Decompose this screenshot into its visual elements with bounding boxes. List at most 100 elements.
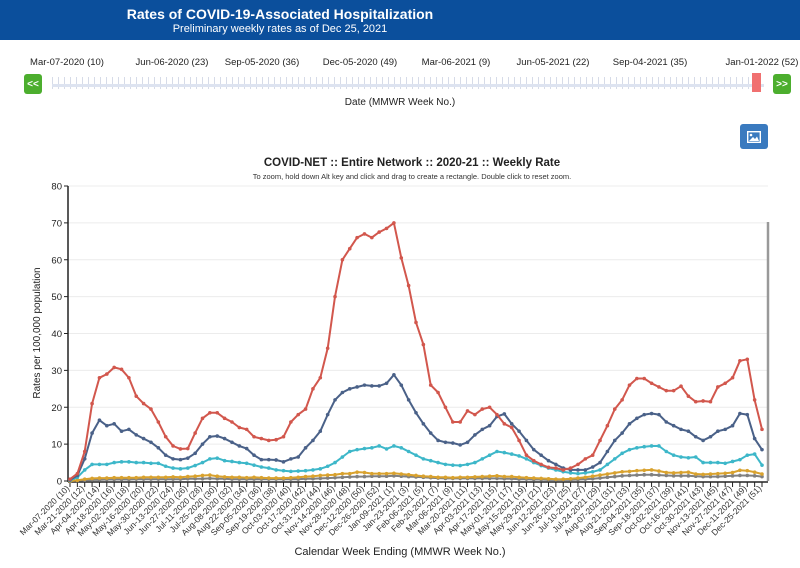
data-point (318, 375, 323, 380)
data-point (708, 460, 713, 465)
data-point (208, 457, 212, 461)
data-point (230, 459, 234, 464)
data-point (480, 474, 485, 479)
data-point (230, 420, 234, 424)
data-point (266, 476, 271, 480)
download-image-button[interactable] (740, 124, 768, 149)
data-point (171, 457, 175, 461)
data-point (347, 246, 352, 251)
next-button[interactable]: >> (773, 74, 791, 94)
data-point (384, 474, 389, 479)
data-point (686, 394, 691, 398)
data-point (730, 375, 735, 380)
data-point (458, 420, 462, 424)
data-point (222, 458, 227, 463)
data-point (193, 431, 197, 435)
x-tick-label: Sep-18-2021 (37) (606, 483, 660, 537)
data-point (465, 476, 470, 481)
data-point (105, 477, 109, 482)
data-point (384, 381, 389, 386)
data-point (252, 453, 256, 457)
data-point (185, 474, 190, 479)
data-point (134, 394, 139, 398)
data-point (200, 442, 205, 446)
data-point (355, 385, 359, 389)
data-point (303, 468, 308, 473)
data-point (266, 466, 271, 470)
x-tick-label: Dec-12-2020 (50) (312, 483, 366, 537)
data-point (649, 472, 654, 477)
slider-axis-label: Date (MMWR Week No.) (344, 97, 456, 108)
data-point (642, 472, 647, 477)
x-tick-label: Jul-24-2021 (29) (550, 483, 601, 534)
data-point (679, 470, 683, 475)
data-point (451, 420, 455, 424)
data-point (230, 477, 234, 481)
data-point (296, 469, 301, 473)
data-point (480, 476, 485, 481)
data-point (627, 473, 632, 478)
data-point (406, 398, 411, 402)
data-point (612, 474, 617, 479)
data-point (215, 456, 220, 460)
chart-subtitle: To zoom, hold down Alt key and click and… (253, 172, 572, 181)
slider-handle[interactable] (752, 73, 761, 92)
prev-button[interactable]: << (24, 74, 42, 94)
data-point (576, 462, 580, 467)
chart-title: COVID-NET :: Entire Network :: 2020-21 :… (264, 157, 560, 169)
data-point (311, 387, 315, 391)
data-point (90, 462, 94, 467)
slider-label: Mar-06-2021 (9) (421, 57, 491, 68)
data-point (480, 427, 485, 432)
data-point (745, 412, 750, 417)
data-point (414, 475, 418, 479)
data-point (163, 434, 168, 439)
data-point (392, 444, 396, 448)
data-point (222, 436, 227, 441)
data-point (90, 431, 94, 435)
data-point (208, 473, 212, 477)
x-tick-label: Nov-27-2021 (47) (680, 483, 734, 537)
data-point (568, 478, 573, 482)
x-tick-label: Jun-12-2021 (23) (504, 483, 557, 536)
data-point (436, 460, 440, 465)
data-point (193, 474, 197, 479)
data-point (657, 444, 661, 448)
data-point (311, 474, 315, 479)
data-point (156, 420, 161, 424)
data-point (465, 462, 470, 467)
data-point (281, 468, 286, 473)
x-tick-label: May-15-2021 (19) (473, 483, 528, 538)
data-point (693, 434, 698, 439)
data-point (421, 342, 426, 347)
data-point (296, 412, 301, 417)
x-tick-label: May-16-2020 (20) (90, 483, 145, 538)
data-point (612, 438, 617, 443)
data-point (627, 422, 632, 426)
data-point (502, 412, 507, 416)
x-tick-label: Mar-06-2021 (9) (404, 483, 455, 534)
data-point (568, 466, 573, 470)
data-point (200, 460, 205, 465)
data-point (649, 468, 654, 472)
data-point (509, 425, 514, 430)
data-point (620, 451, 624, 456)
data-point (149, 407, 153, 411)
data-point (620, 398, 624, 402)
slider-track[interactable] (52, 77, 764, 89)
data-point (451, 463, 455, 467)
data-point (303, 446, 308, 450)
data-point (281, 434, 286, 439)
data-point (105, 423, 109, 428)
data-point (244, 427, 249, 432)
data-point (642, 412, 647, 417)
data-point (531, 460, 536, 465)
data-point (318, 473, 323, 478)
data-point (112, 460, 116, 465)
data-point (97, 462, 102, 467)
x-tick-label: Aug-08-2020 (32) (179, 483, 233, 537)
data-point (642, 468, 647, 473)
data-point (200, 416, 205, 421)
data-point (244, 461, 249, 466)
x-tick-label: Nov-13-2021 (45) (665, 483, 719, 537)
